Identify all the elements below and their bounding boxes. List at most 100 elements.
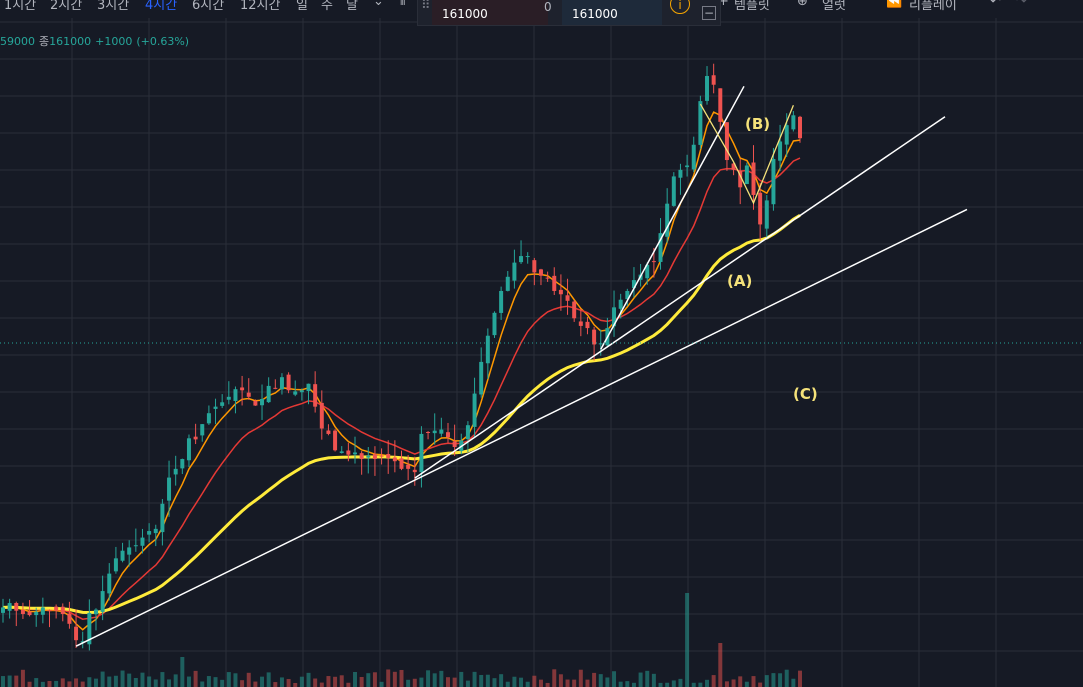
volume-bar [339, 675, 344, 687]
candle-body [558, 289, 563, 295]
candle-body [392, 457, 397, 462]
volume-bar [605, 677, 610, 687]
timeframe-month[interactable]: 달 [346, 0, 358, 13]
volume-bar [784, 669, 789, 687]
candle-body [432, 430, 437, 434]
candle-body [233, 389, 238, 401]
close-value: 161000 [49, 35, 92, 48]
candle-body [419, 433, 424, 473]
volume-bar [459, 671, 464, 687]
volume-bar [485, 674, 490, 687]
volume-bar [353, 671, 358, 687]
volume-bar [273, 682, 278, 687]
volume-bar [671, 680, 676, 687]
candle-body [206, 413, 211, 424]
volume-bar [479, 674, 484, 687]
volume-bar [54, 680, 59, 687]
alert-button[interactable]: 얼럿 [822, 0, 846, 13]
volume-bar [585, 679, 590, 687]
volume-bar [386, 669, 391, 687]
timeframe-week[interactable]: 주 [321, 0, 333, 13]
candle-type-icon[interactable]: ⫴ [400, 0, 406, 9]
candle-body [167, 477, 172, 501]
candle-body [186, 438, 191, 461]
volume-bar [678, 678, 683, 687]
volume-bar [167, 679, 172, 687]
timeframe-12h[interactable]: 12시간 [240, 0, 281, 13]
candle-body [246, 392, 251, 397]
candle-body [585, 321, 590, 329]
spread-value: 0 [544, 0, 552, 14]
wave-label-b: (B) [745, 115, 771, 133]
timeframe-1h[interactable]: 1시간 [4, 0, 37, 13]
volume-bar [592, 672, 597, 687]
volume-bar [34, 678, 39, 687]
volume-bar [326, 676, 331, 687]
volume-bar [651, 673, 656, 687]
candle-body [386, 453, 391, 458]
volume-bar [705, 679, 710, 687]
candle-body [173, 468, 178, 475]
candle-body [313, 384, 318, 407]
volume-bar [731, 679, 736, 687]
candle-body [266, 385, 271, 403]
candle-body [339, 451, 344, 454]
timeframe-4h[interactable]: 4시간 [145, 0, 178, 13]
volume-bar [538, 679, 543, 687]
elliott-wave-path[interactable] [699, 103, 795, 205]
volume-bar [738, 676, 743, 687]
candle-body [74, 626, 79, 641]
timeframe-3h[interactable]: 3시간 [97, 0, 130, 13]
volume-bar [798, 670, 802, 687]
alert-icon[interactable]: ⊕ [797, 0, 808, 9]
template-icon[interactable]: + [718, 0, 729, 9]
volume-bar [74, 678, 79, 687]
info-icon[interactable]: i [670, 0, 690, 14]
volume-bar [379, 681, 384, 687]
candle-body [87, 612, 92, 645]
undo-icon[interactable]: ↶ [990, 0, 1001, 9]
replay-icon[interactable]: ⏪ [886, 0, 903, 9]
redo-icon[interactable]: ↷ [1016, 0, 1027, 9]
candle-body [299, 390, 304, 393]
candle-body [791, 115, 796, 130]
wave-label-c: (C) [793, 385, 818, 403]
volume-bar [445, 677, 450, 687]
drag-handle-icon[interactable]: ⠿ [421, 0, 431, 13]
volume-bar [260, 676, 265, 687]
sell-button[interactable]: 161000 [432, 0, 548, 25]
volume-bar [718, 643, 723, 687]
collapse-icon[interactable]: − [702, 6, 716, 20]
candle-body [279, 377, 284, 390]
trendline-lower [75, 208, 968, 647]
volume-bar [1, 676, 5, 687]
volume-bar [758, 682, 763, 687]
candle-body [93, 609, 98, 615]
volume-bar [133, 677, 138, 687]
chevron-down-icon[interactable]: ⌄ [373, 0, 384, 9]
template-button[interactable]: 템플릿 [734, 0, 770, 13]
timeframe-6h[interactable]: 6시간 [192, 0, 225, 13]
volume-bar [658, 682, 663, 687]
candle-body [452, 441, 457, 448]
candle-body [14, 603, 19, 611]
volume-bar [372, 672, 377, 687]
timeframe-day[interactable]: 일 [296, 0, 308, 13]
candle-body [445, 432, 450, 438]
candle-body [758, 192, 763, 225]
candle-body [492, 312, 497, 336]
candle-body [60, 606, 65, 614]
timeframe-2h[interactable]: 2시간 [50, 0, 83, 13]
candle-body [764, 200, 769, 229]
trendlines[interactable] [75, 85, 968, 647]
candle-body [744, 165, 749, 185]
candle-body [479, 361, 484, 395]
candle-body [1, 607, 5, 613]
candle-body [631, 280, 636, 289]
volume-bar [160, 672, 165, 687]
buy-button[interactable]: 161000 [562, 0, 662, 25]
candle-body [798, 116, 802, 139]
replay-button[interactable]: 리플레이 [909, 0, 957, 13]
close-label: 종 [39, 35, 50, 48]
